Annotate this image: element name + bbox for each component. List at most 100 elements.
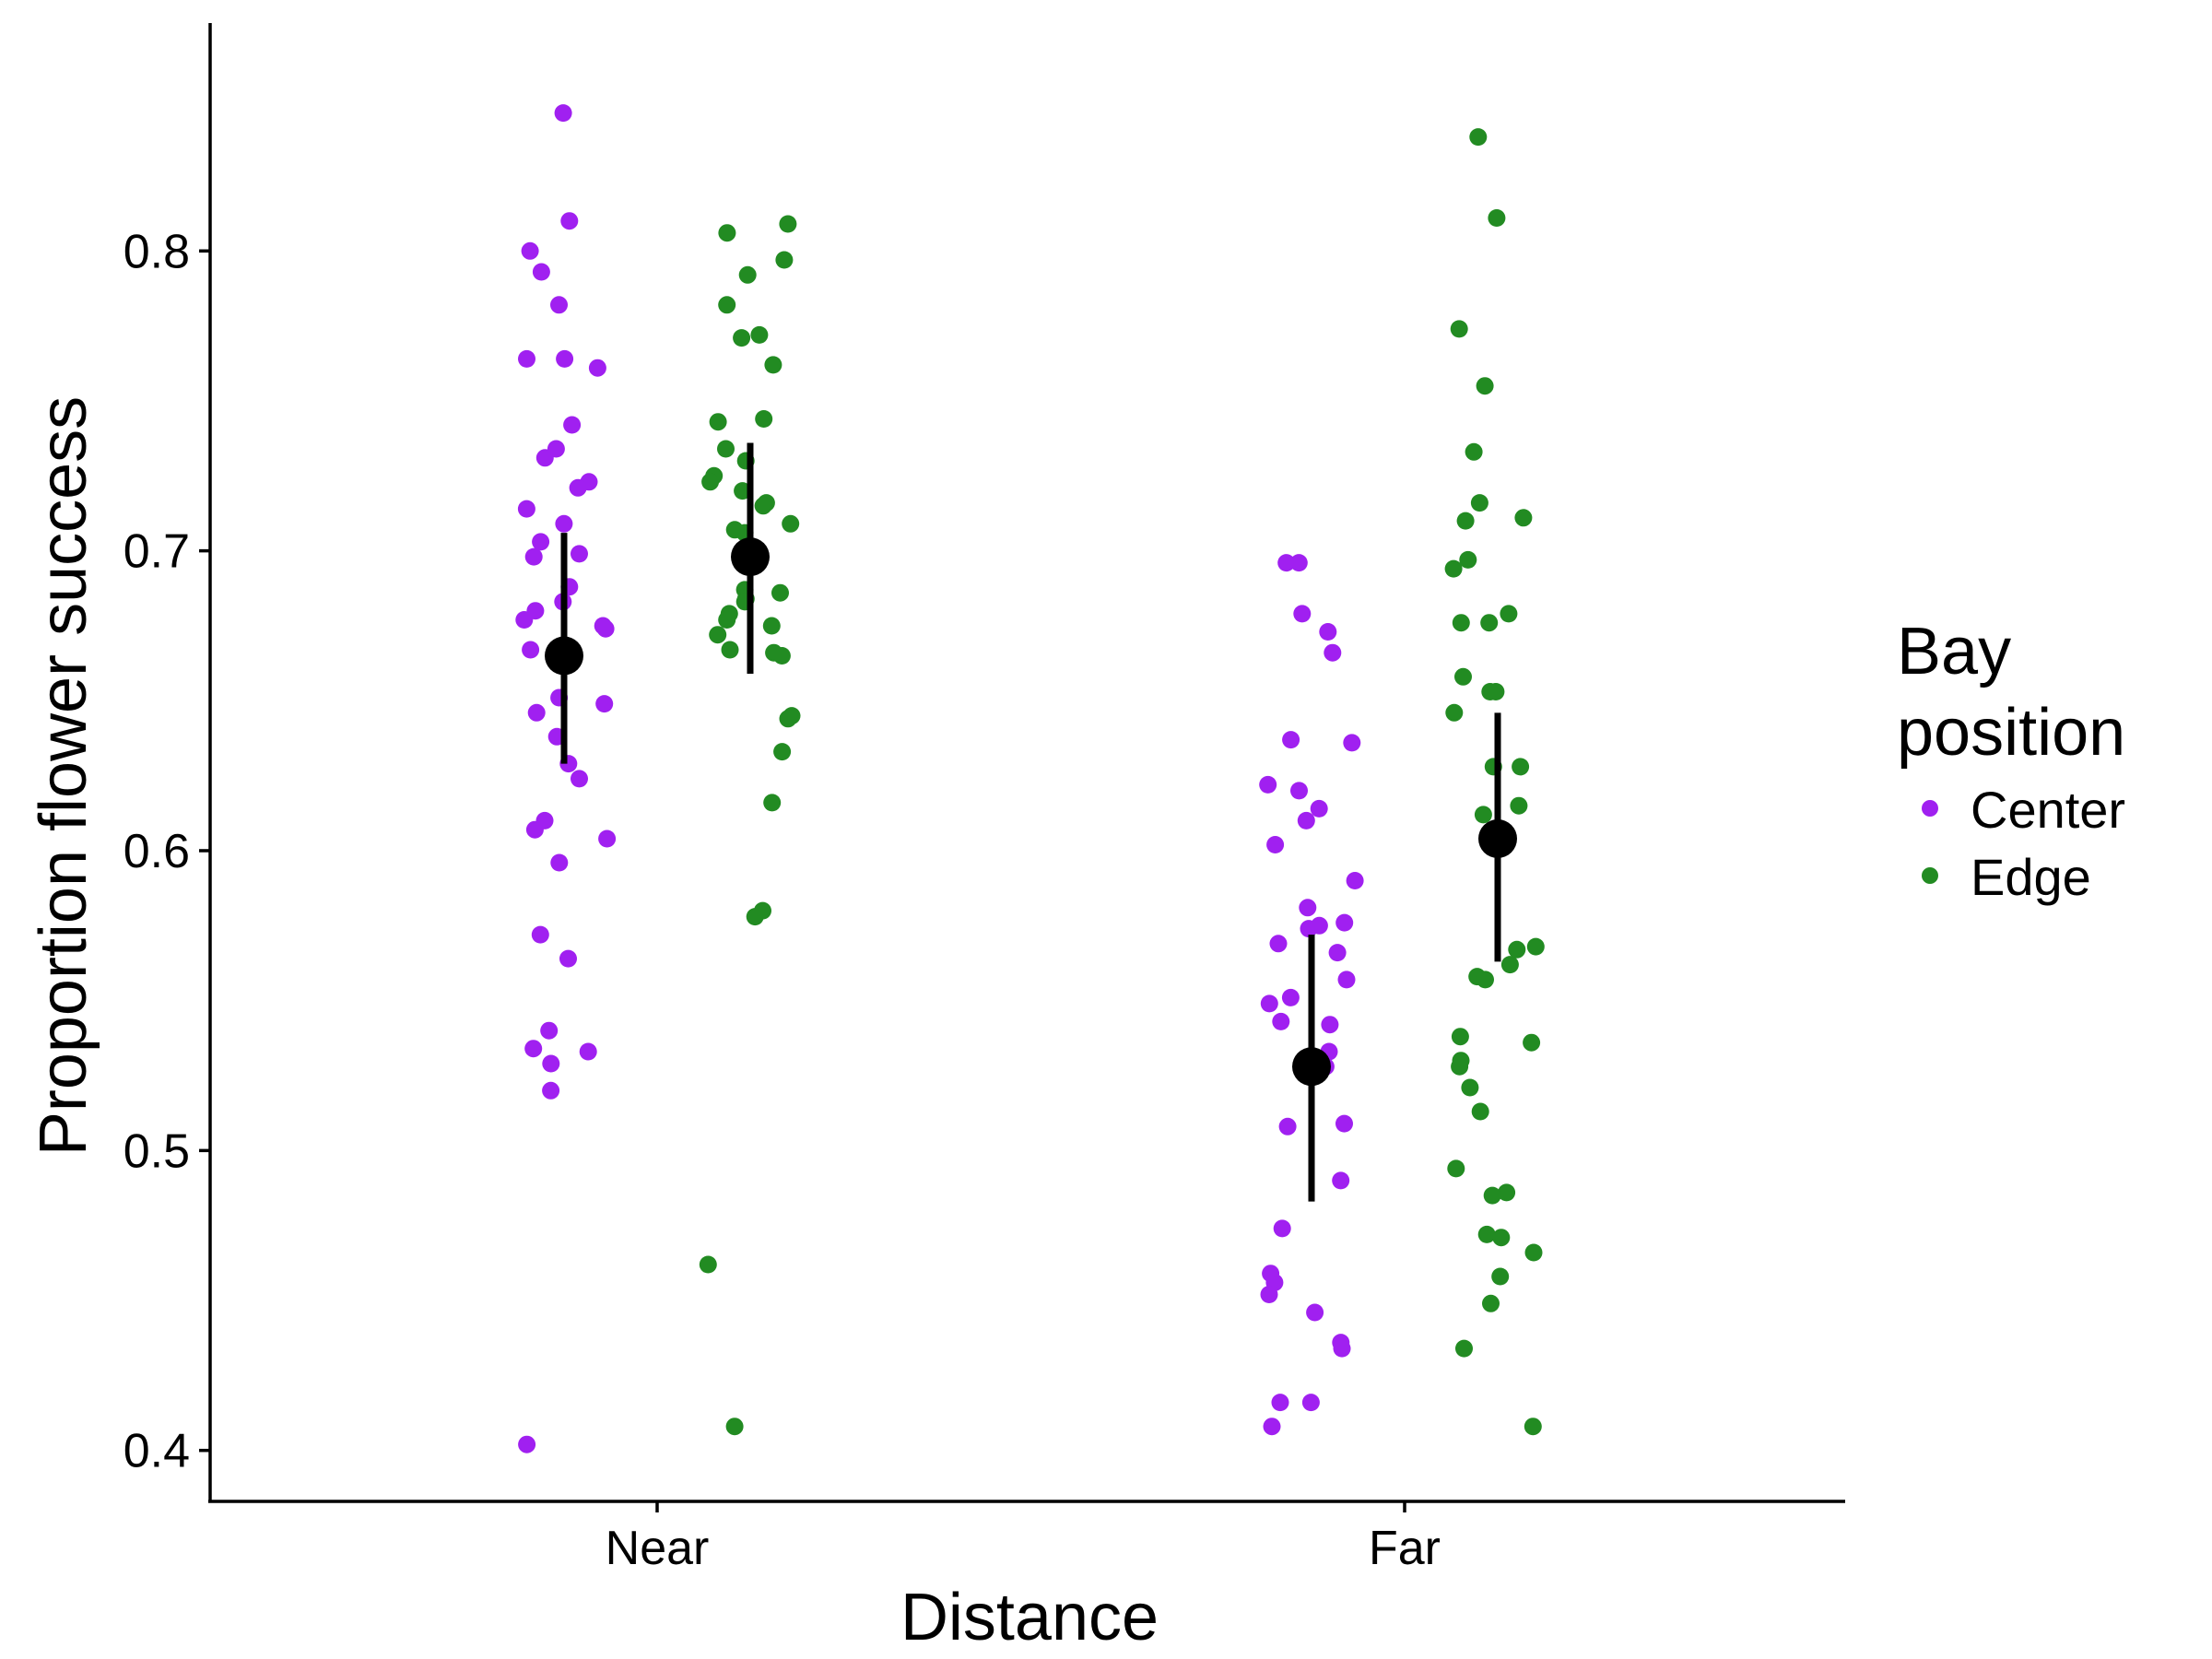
data-point-center-near — [524, 1040, 543, 1058]
data-point-edge-far — [1508, 940, 1526, 959]
data-point-edge-far — [1523, 1033, 1541, 1052]
data-point-center-far — [1299, 899, 1317, 917]
data-point-edge-far — [1526, 937, 1545, 956]
legend-title-line-1: Bay — [1897, 615, 2011, 688]
data-point-edge-near — [718, 296, 736, 314]
data-point-center-near — [535, 449, 554, 467]
data-point-edge-near — [721, 641, 739, 659]
x-tick-label: Near — [606, 1522, 710, 1575]
data-point-edge-far — [1476, 377, 1494, 395]
legend-title-line-2: position — [1897, 696, 2125, 770]
x-axis-title: Distance — [900, 1581, 1159, 1654]
data-point-edge-near — [746, 908, 764, 926]
data-point-center-near — [524, 547, 543, 566]
data-point-center-near — [550, 853, 569, 872]
data-point-edge-near — [709, 626, 727, 644]
data-point-edge-far — [1488, 209, 1506, 227]
data-point-edge-far — [1450, 320, 1468, 338]
data-point-center-far — [1273, 1219, 1291, 1238]
legend: Bay position Center Edge — [1897, 615, 2125, 906]
data-point-edge-near — [779, 710, 797, 728]
data-point-center-far — [1321, 1016, 1339, 1034]
legend-key-center — [1922, 800, 1938, 817]
data-point-center-near — [540, 1021, 559, 1040]
data-point-center-near — [569, 478, 587, 497]
data-points — [515, 104, 1545, 1453]
data-point-center-far — [1343, 734, 1361, 752]
y-tick-label: 0.6 — [124, 825, 190, 878]
data-point-edge-far — [1482, 1294, 1500, 1312]
y-ticks: 0.4 0.5 0.6 0.7 0.8 — [124, 225, 210, 1478]
data-point-edge-far — [1444, 559, 1463, 578]
x-tick-label: Far — [1369, 1522, 1441, 1575]
mean-point-edge-far — [1478, 818, 1517, 858]
data-point-center-far — [1282, 731, 1300, 749]
data-point-edge-near — [718, 611, 736, 629]
y-axis-title: Proportion flower success — [27, 396, 100, 1156]
data-point-center-near — [532, 533, 550, 551]
data-point-edge-near — [699, 1255, 717, 1274]
data-point-edge-near — [701, 473, 720, 491]
data-point-edge-far — [1471, 1102, 1489, 1121]
data-point-edge-near — [709, 413, 727, 431]
data-point-center-far — [1272, 1012, 1290, 1030]
data-point-edge-far — [1447, 1159, 1465, 1178]
data-point-edge-near — [733, 329, 751, 347]
legend-label-edge: Edge — [1971, 848, 2091, 906]
data-point-center-near — [531, 925, 549, 944]
data-point-edge-near — [772, 647, 791, 665]
data-point-center-near — [579, 1042, 597, 1061]
data-point-center-far — [1259, 775, 1277, 794]
data-point-center-near — [559, 949, 577, 968]
data-point-center-near — [560, 212, 579, 230]
data-point-center-far — [1346, 872, 1364, 889]
data-point-center-far — [1301, 1394, 1320, 1412]
data-point-center-near — [596, 619, 615, 638]
x-ticks: Near Far — [606, 1501, 1441, 1575]
data-point-edge-far — [1481, 683, 1500, 700]
summary-marks — [545, 442, 1517, 1202]
data-point-center-near — [532, 263, 550, 281]
data-point-edge-near — [763, 794, 782, 812]
data-point-edge-far — [1470, 494, 1488, 512]
data-point-edge-near — [734, 482, 752, 500]
data-point-edge-far — [1524, 1243, 1543, 1262]
data-point-center-far — [1335, 1114, 1353, 1133]
data-point-center-near — [595, 695, 614, 713]
y-tick-label: 0.4 — [124, 1425, 190, 1478]
data-point-center-near — [542, 1081, 560, 1100]
data-point-center-far — [1260, 1286, 1278, 1303]
data-point-center-near — [525, 820, 544, 839]
data-point-center-near — [571, 545, 588, 563]
data-point-edge-near — [725, 1418, 744, 1436]
data-point-edge-far — [1455, 1339, 1473, 1358]
data-point-center-near — [518, 349, 535, 368]
y-tick-label: 0.5 — [124, 1124, 190, 1178]
data-point-edge-far — [1451, 1028, 1469, 1046]
data-point-center-far — [1297, 811, 1315, 830]
data-point-center-near — [518, 1435, 536, 1453]
data-point-edge-near — [782, 514, 800, 533]
data-point-center-far — [1337, 971, 1356, 989]
data-point-center-far — [1263, 1418, 1281, 1436]
data-point-edge-far — [1491, 1267, 1510, 1286]
data-point-center-near — [517, 500, 535, 518]
data-point-edge-far — [1477, 971, 1494, 989]
data-point-center-near — [527, 703, 546, 722]
data-point-edge-far — [1469, 128, 1488, 147]
data-point-edge-near — [718, 224, 736, 242]
data-point-center-near — [521, 241, 539, 260]
data-point-center-near — [598, 830, 617, 848]
data-point-center-near — [555, 514, 573, 533]
data-point-edge-far — [1500, 605, 1518, 623]
data-point-edge-far — [1512, 758, 1530, 776]
data-point-center-far — [1266, 836, 1285, 853]
data-point-center-far — [1324, 643, 1342, 662]
data-point-edge-far — [1483, 1186, 1501, 1205]
data-point-center-near — [556, 349, 574, 368]
data-point-center-far — [1269, 935, 1288, 953]
data-point-edge-near — [738, 265, 757, 284]
data-point-center-far — [1271, 1394, 1289, 1412]
data-point-edge-far — [1461, 1078, 1479, 1097]
